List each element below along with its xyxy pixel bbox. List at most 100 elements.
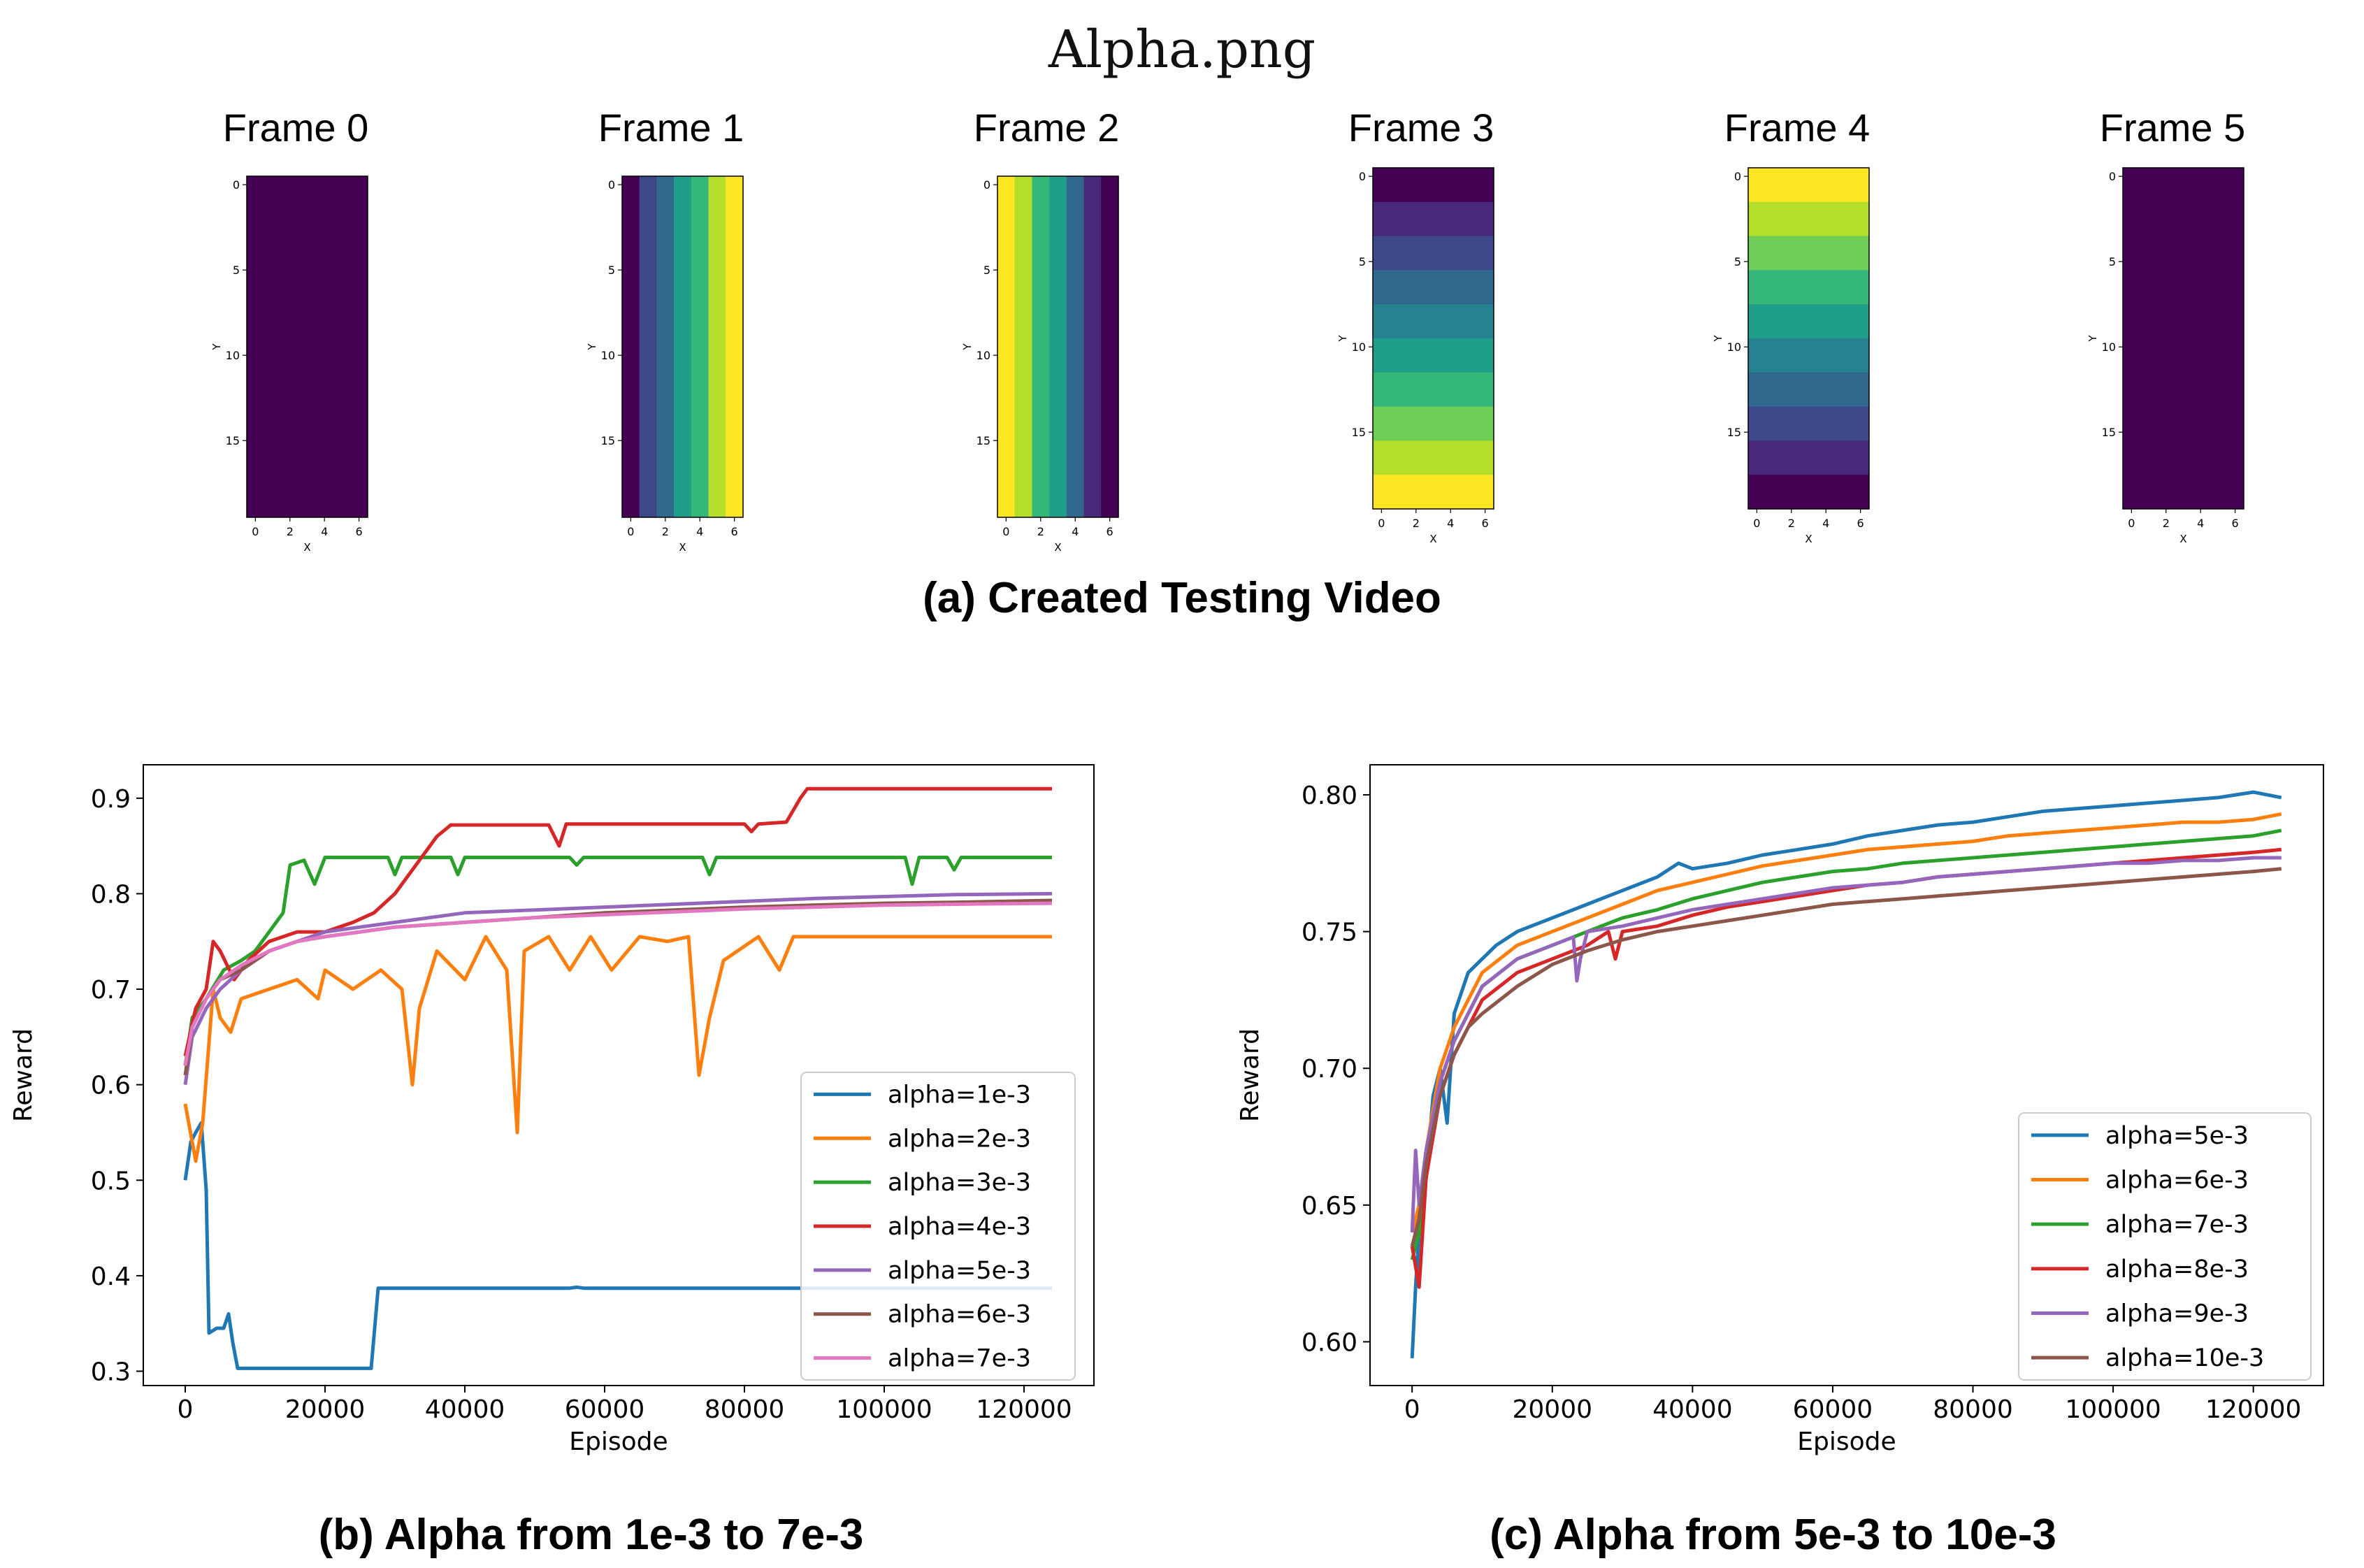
frame-2-x-label: X <box>1054 541 1061 554</box>
frame-1-xtick-label: 0 <box>627 525 634 538</box>
frame-3-row-14 <box>1373 406 1494 424</box>
frame-5-y-label: Y <box>2086 335 2099 343</box>
frame-2-xtick-label: 2 <box>1037 525 1044 538</box>
frame-3-row-3 <box>1373 219 1494 237</box>
chart-b-xtick-label: 0 <box>178 1395 194 1424</box>
chart-b-legend-label-6: alpha=7e-3 <box>888 1345 1031 1373</box>
frame-4-row-13 <box>1748 389 1869 408</box>
chart-b-xtick-label: 60000 <box>565 1395 645 1424</box>
chart-b-xtick-label: 100000 <box>836 1395 932 1424</box>
frame-5-ytick-label: 15 <box>2102 426 2116 439</box>
frame-3-row-16 <box>1373 440 1494 459</box>
chart-b-ytick-label: 0.8 <box>91 880 131 909</box>
frame-3-row-15 <box>1373 424 1494 441</box>
chart-b-ytick-label: 0.5 <box>91 1167 131 1195</box>
frame-0-xtick-label: 6 <box>356 525 363 538</box>
frame-2-title: Frame 2 <box>973 106 1120 150</box>
frame-5-x-label: X <box>2179 533 2186 545</box>
chart-c-legend-label-1: alpha=6e-3 <box>2105 1167 2249 1195</box>
frame-4-row-3 <box>1748 219 1869 237</box>
chart-b-ytick-label: 0.7 <box>91 976 131 1005</box>
frame-4-row-0 <box>1748 168 1869 185</box>
frame-3-row-0 <box>1373 168 1494 185</box>
frame-4-xtick-label: 2 <box>1788 517 1795 530</box>
frame-4-border <box>1747 167 1870 510</box>
frame-0-pixels <box>247 176 368 517</box>
chart-b-legend-label-3: alpha=4e-3 <box>888 1213 1031 1241</box>
frame-4-row-7 <box>1748 287 1869 305</box>
chart-c-caption: (c) Alpha from 5e-3 to 10e-3 <box>1490 1511 2056 1559</box>
frame-0-border <box>246 175 368 518</box>
frame-0-xtick-label: 2 <box>287 525 294 538</box>
frame-1-ytick-label: 15 <box>601 434 615 447</box>
frame-1-column-4 <box>691 176 709 517</box>
frame-4-row-18 <box>1748 475 1869 493</box>
chart-c-xtick-label: 100000 <box>2065 1395 2161 1424</box>
frame-1-title: Frame 1 <box>598 106 744 150</box>
frame-2-border <box>997 175 1119 518</box>
frame-2-ytick-label: 15 <box>976 434 990 447</box>
frame-2-column-2 <box>1032 176 1050 517</box>
chart-c-xtick-label: 40000 <box>1652 1395 1733 1424</box>
frame-3-row-8 <box>1373 304 1494 322</box>
chart-b-legend-label-1: alpha=2e-3 <box>888 1125 1031 1153</box>
frame-2-ytick-label: 0 <box>983 178 990 192</box>
frame-2-y-label: Y <box>961 343 974 351</box>
frame-3-ytick-label: 5 <box>1359 255 1366 268</box>
chart-c-legend-label-3: alpha=8e-3 <box>2105 1256 2249 1283</box>
chart-c-series-1-line <box>1410 812 2282 1233</box>
frame-4-xtick-label: 0 <box>1753 517 1760 530</box>
frame-1-xtick-label: 6 <box>731 525 738 538</box>
frame-1-y-label: Y <box>586 343 598 351</box>
frames-grid: 0 5 10 15 0 2 4 6 X Y 0 5 10 15 0 2 4 6 X Y 0 5 10 15 0 2 4 6 X Y 0 5 10… <box>210 167 2244 554</box>
chart-b: 0 20000 40000 60000 80000 100000 120000 0.3 0.4 0… <box>9 764 1095 1456</box>
frame-5-ytick-label: 10 <box>2102 340 2116 354</box>
frame-5-xtick-label: 6 <box>2232 517 2239 530</box>
frame-1-column-3 <box>674 176 692 517</box>
frame-3-row-11 <box>1373 355 1494 373</box>
frame-2-xtick-label: 6 <box>1107 525 1113 538</box>
frame-3-row-9 <box>1373 321 1494 339</box>
frame-1-ytick-label: 10 <box>601 349 615 362</box>
frame-3-row-1 <box>1373 185 1494 203</box>
chart-b-xtick-label: 40000 <box>425 1395 505 1424</box>
frame-4-row-10 <box>1748 338 1869 356</box>
chart-c-xtick-label: 0 <box>1404 1395 1420 1424</box>
chart-b-series-0-line <box>183 1121 1052 1370</box>
chart-c-legend-label-2: alpha=7e-3 <box>2105 1211 2249 1239</box>
frame-4-image: 0 5 10 15 0 2 4 6 X Y <box>1712 167 1870 545</box>
frame-3-row-12 <box>1373 372 1494 390</box>
chart-b-ytick-label: 0.4 <box>91 1263 131 1291</box>
chart-c-legend-box <box>2018 1112 2312 1381</box>
frame-4-row-8 <box>1748 304 1869 322</box>
frame-1-x-label: X <box>679 541 686 554</box>
chart-c-legend-label-0: alpha=5e-3 <box>2105 1122 2249 1150</box>
frame-3-row-13 <box>1373 389 1494 408</box>
frame-3-row-4 <box>1373 236 1494 254</box>
frame-3-ytick-label: 10 <box>1352 340 1366 354</box>
frame-1-image: 0 5 10 15 0 2 4 6 X Y <box>586 175 744 554</box>
frame-1-column-6 <box>726 176 744 517</box>
frame-3-row-10 <box>1373 338 1494 356</box>
chart-c-xtick-label: 60000 <box>1793 1395 1873 1424</box>
frame-1-xtick-label: 4 <box>696 525 703 538</box>
frame-4-row-11 <box>1748 355 1869 373</box>
frame-0-y-label: Y <box>210 343 223 351</box>
frame-3-ytick-label: 15 <box>1352 426 1366 439</box>
frame-5-image: 0 5 10 15 0 2 4 6 X Y <box>2086 167 2244 545</box>
frame-2-xtick-label: 0 <box>1002 525 1009 538</box>
frame-0-ytick-label: 10 <box>226 349 240 362</box>
chart-b-series-3-line <box>183 786 1052 1057</box>
frame-2-column-4 <box>1066 176 1085 517</box>
frame-4-row-5 <box>1748 253 1869 271</box>
frame-4-x-label: X <box>1805 533 1812 545</box>
frame-4-row-12 <box>1748 372 1869 390</box>
frame-5-pixels <box>2123 168 2244 509</box>
frame-4-row-16 <box>1748 440 1869 459</box>
frame-3-row-19 <box>1373 491 1494 510</box>
chart-b-xtick-label: 120000 <box>976 1395 1072 1424</box>
chart-b-y-axis-label: Reward <box>9 1028 38 1122</box>
frame-5-xtick-label: 0 <box>2128 517 2135 530</box>
